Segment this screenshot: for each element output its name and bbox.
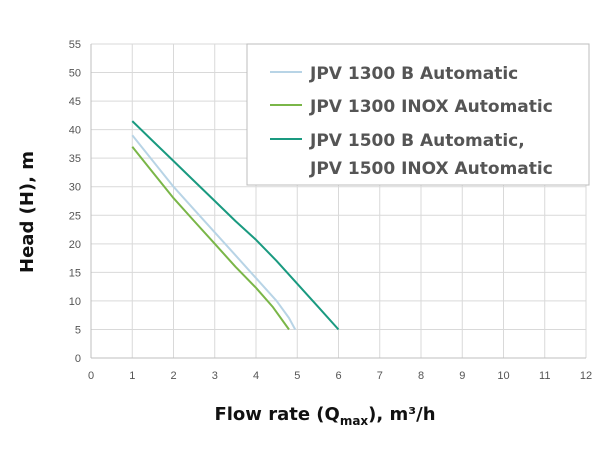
series-lines [131, 120, 340, 331]
y-tick-label: 0 [75, 353, 81, 365]
x-tick-label: 2 [170, 370, 176, 382]
x-tick-label: 3 [212, 370, 218, 382]
y-tick-label: 25 [69, 210, 81, 222]
y-tick-label: 40 [69, 125, 81, 137]
legend-label-2-line2: JPV 1500 INOX Automatic [309, 159, 553, 179]
legend-box [246, 43, 590, 186]
y-tick-label: 55 [69, 39, 81, 51]
x-tick-label: 1 [129, 370, 135, 382]
legend-label-0: JPV 1300 B Automatic [309, 64, 518, 84]
y-tick-label: 5 [75, 324, 81, 336]
legend: JPV 1300 B Automatic JPV 1300 INOX Autom… [246, 43, 590, 186]
x-axis-label-prefix: Flow rate (Q [214, 404, 339, 425]
x-tick-label: 11 [539, 370, 550, 382]
x-tick-label: 12 [580, 370, 592, 382]
x-tick-label: 6 [335, 370, 341, 382]
x-tick-label: 9 [459, 370, 465, 382]
x-tick-label: 5 [294, 370, 300, 382]
x-tick-label: 10 [497, 370, 509, 382]
axes [90, 44, 586, 359]
series-line-2 [131, 120, 340, 331]
y-tick-label: 10 [69, 296, 81, 308]
legend-label-2: JPV 1500 B Automatic, [309, 131, 525, 151]
series-line-1 [131, 146, 290, 331]
y-tick-label: 20 [69, 239, 81, 251]
x-axis-label: Flow rate (Qmax), m³/h [214, 404, 435, 428]
x-tick-label: 4 [253, 370, 259, 382]
legend-label-1: JPV 1300 INOX Automatic [309, 97, 553, 117]
x-axis-label-suffix: ), m³/h [368, 404, 435, 425]
y-tick-label: 50 [69, 68, 81, 80]
y-tick-label: 30 [69, 182, 81, 194]
x-tick-label: 8 [418, 370, 424, 382]
x-tick-label: 7 [377, 370, 383, 382]
x-axis-label-subscript: max [340, 414, 369, 428]
y-axis-label: Head (H), m [17, 151, 38, 273]
series-line-0 [131, 134, 297, 330]
y-tick-label: 15 [69, 267, 81, 279]
x-tick-label: 0 [88, 370, 94, 382]
y-tick-label: 35 [69, 153, 81, 165]
y-tick-label: 45 [69, 96, 81, 108]
